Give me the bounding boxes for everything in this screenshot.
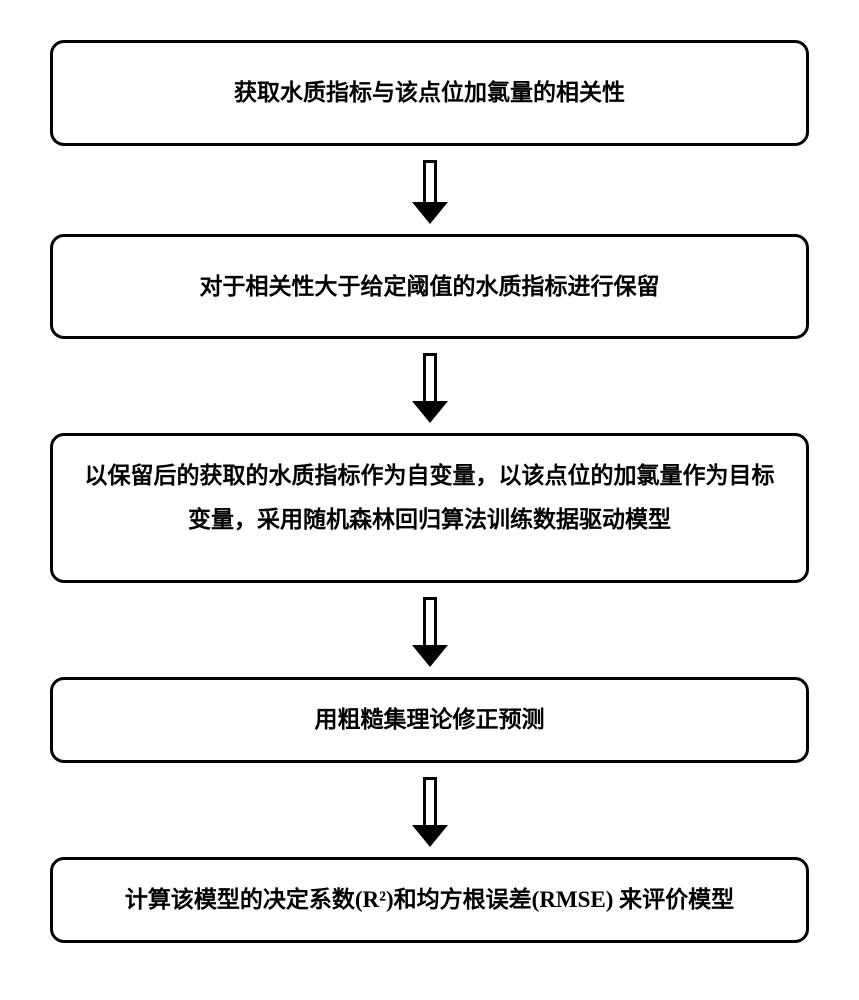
- flow-arrow-1: [412, 160, 448, 224]
- flow-node-2: 对于相关性大于给定阈值的水质指标进行保留: [50, 234, 809, 340]
- flow-node-2-text: 对于相关性大于给定阈值的水质指标进行保留: [200, 274, 660, 299]
- flow-node-1-text: 获取水质指标与该点位加氯量的相关性: [234, 80, 625, 105]
- arrow-head-icon: [412, 401, 448, 423]
- flow-arrow-3: [412, 597, 448, 667]
- flow-arrow-4: [412, 777, 448, 847]
- arrow-head-icon: [412, 202, 448, 224]
- arrow-head-icon: [412, 825, 448, 847]
- flow-node-4-text: 用粗糙集理论修正预测: [315, 707, 545, 732]
- flow-node-4: 用粗糙集理论修正预测: [50, 677, 809, 763]
- flow-node-5-suffix: )和均方根误差(RMSE) 来评价模型: [386, 887, 734, 912]
- flow-node-5-prefix: 计算该模型的决定系数(: [125, 887, 363, 912]
- flow-node-5: 计算该模型的决定系数(R²)和均方根误差(RMSE) 来评价模型: [50, 857, 809, 943]
- arrow-shaft: [423, 160, 437, 202]
- arrow-shaft: [423, 353, 437, 401]
- arrow-shaft: [423, 597, 437, 645]
- flow-arrow-2: [412, 353, 448, 423]
- flow-node-1: 获取水质指标与该点位加氯量的相关性: [50, 40, 809, 146]
- arrow-shaft: [423, 777, 437, 825]
- flow-node-5-r2: R²: [362, 887, 386, 912]
- flowchart-container: 获取水质指标与该点位加氯量的相关性 对于相关性大于给定阈值的水质指标进行保留 以…: [50, 40, 809, 943]
- arrow-head-icon: [412, 645, 448, 667]
- flow-node-3-text: 以保留后的获取的水质指标作为自变量，以该点位的加氯量作为目标变量，采用随机森林回…: [85, 463, 775, 532]
- flow-node-3: 以保留后的获取的水质指标作为自变量，以该点位的加氯量作为目标变量，采用随机森林回…: [50, 433, 809, 583]
